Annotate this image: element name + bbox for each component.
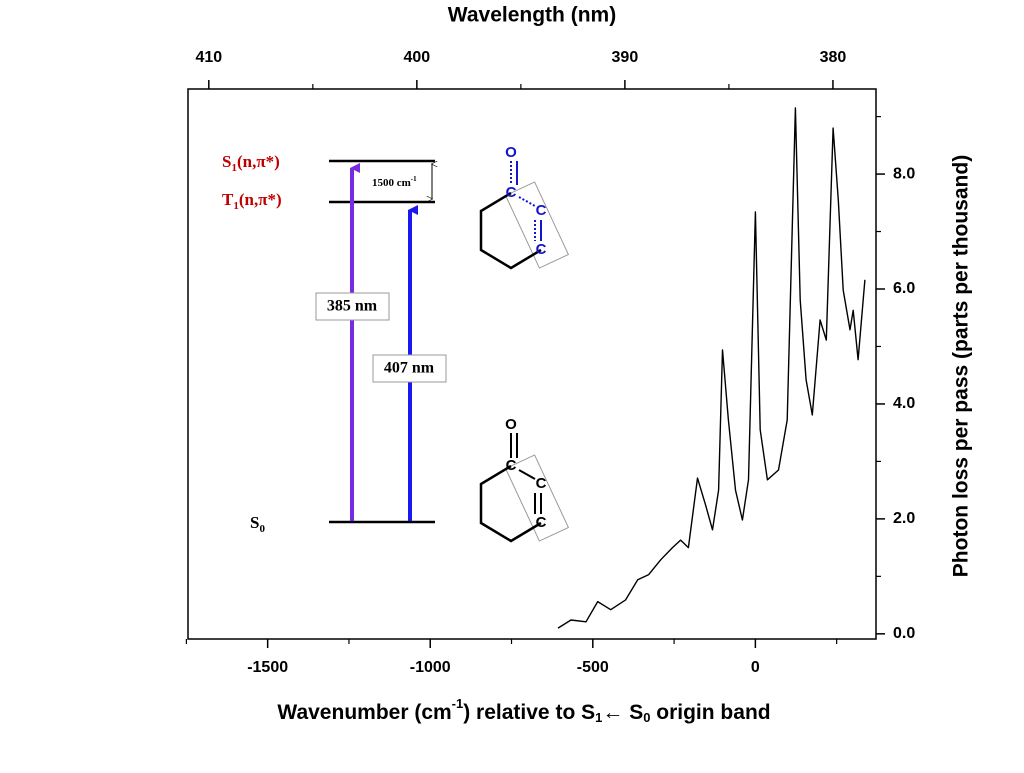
- level-label: S0: [250, 513, 265, 535]
- bond: [518, 469, 536, 480]
- label-box: [372, 354, 447, 383]
- level-label: S1(n,π*): [222, 152, 280, 174]
- atom-label: C: [506, 457, 517, 474]
- atom-label: C: [536, 514, 547, 531]
- y-tick-label: 4.0: [893, 395, 915, 412]
- x-tick-label: -1000: [410, 659, 451, 676]
- x2-tick-label: 380: [820, 49, 847, 66]
- y-tick-label: 8.0: [893, 165, 915, 182]
- level-label: T1(n,π*): [222, 190, 282, 212]
- atom-label: C: [536, 475, 547, 492]
- bond: [518, 196, 536, 207]
- ring-bond: [479, 464, 542, 543]
- spectrum-line: [557, 107, 866, 629]
- x-tick-label: -1500: [247, 659, 288, 676]
- x-axis-title: Wavenumber (cm-1) relative to S1← S0 ori…: [277, 696, 770, 725]
- atom-label: O: [505, 416, 517, 433]
- y-tick-label: 6.0: [893, 280, 915, 297]
- y-tick-label: 0.0: [893, 625, 915, 642]
- x2-tick-label: 390: [612, 49, 639, 66]
- atom-label: O: [505, 144, 517, 161]
- arrow-label: 407 nm: [384, 360, 435, 377]
- x2-tick-label: 410: [195, 49, 222, 66]
- highlight-box: [504, 181, 570, 269]
- gap-label: 1500 cm-1: [372, 175, 417, 189]
- molecules: O C C C O C C C: [479, 144, 570, 543]
- y-tick-label: 2.0: [893, 510, 915, 527]
- atom-label: C: [506, 184, 517, 201]
- x-tick-label: 0: [751, 659, 760, 676]
- plot-frame: [187, 88, 877, 640]
- atom-label: C: [536, 241, 547, 258]
- highlight-box: [504, 454, 570, 542]
- inset-diagram: S1(n,π*) T1(n,π*) S0 1500 cm-1 385 nm 40…: [222, 152, 447, 535]
- arrow-label: 385 nm: [327, 298, 378, 315]
- x-tick-label: -500: [577, 659, 609, 676]
- label-box: [315, 292, 390, 321]
- y-axis-title: Photon loss per pass (parts per thousand…: [950, 155, 973, 577]
- top-axis-title: Wavelength (nm): [448, 4, 616, 27]
- atom-label: C: [536, 202, 547, 219]
- x2-tick-label: 400: [403, 49, 430, 66]
- ring-bond: [479, 191, 542, 270]
